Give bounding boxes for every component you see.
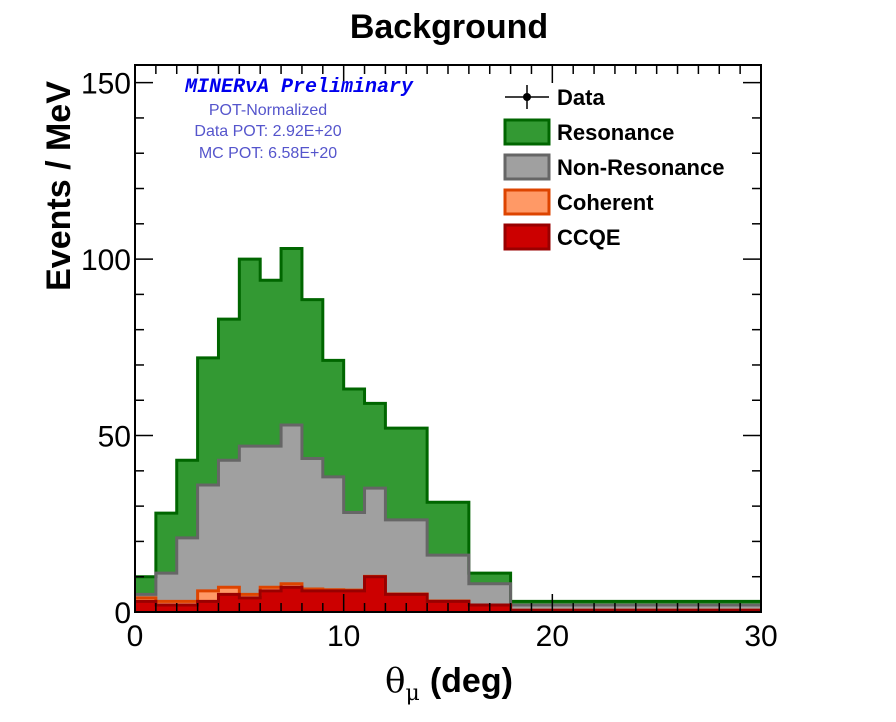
y-axis-title: Events / MeV (40, 81, 78, 291)
legend: Data Resonance Non-Resonance Coherent CCQE (503, 85, 724, 251)
pot-normalized-label: POT-Normalized (209, 102, 327, 119)
legend-label-ccqe: CCQE (557, 225, 621, 250)
x-axis-unit: (deg) (430, 662, 513, 700)
chart-title: Background (350, 8, 548, 46)
series-outline-resonance (135, 247, 761, 603)
y-tick-label: 150 (81, 68, 131, 101)
x-axis-subscript: μ (406, 681, 420, 706)
legend-label-data: Data (557, 85, 605, 110)
data-pot-label: Data POT: 2.92E+20 (194, 123, 341, 140)
x-tick-label: 30 (744, 620, 777, 653)
x-tick-label: 0 (127, 620, 144, 653)
x-tick-label: 20 (536, 620, 569, 653)
y-tick-label: 0 (114, 597, 131, 630)
x-axis-symbol: θ (385, 661, 405, 701)
series-outline-ccqe (135, 575, 761, 612)
legend-swatch-coherent (503, 188, 551, 216)
y-tick-label: 50 (98, 421, 131, 454)
series-area-ccqe (135, 576, 761, 612)
series-area-non-resonance (135, 424, 761, 612)
preliminary-label: MINERνA Preliminary (184, 76, 414, 99)
legend-label-resonance: Resonance (557, 120, 674, 145)
axis-ticks (134, 65, 762, 613)
stacked-histogram (135, 247, 761, 612)
x-axis-title: θμ (deg) (385, 661, 513, 706)
series-outline-non-resonance (135, 423, 761, 607)
x-tick-label: 10 (327, 620, 360, 653)
legend-swatch-resonance (503, 118, 551, 146)
legend-swatch-non-resonance (503, 153, 551, 181)
mc-pot-label: MC POT: 6.58E+20 (199, 145, 337, 162)
legend-swatch-ccqe (503, 223, 551, 251)
legend-data-marker (523, 93, 531, 101)
legend-label-coherent: Coherent (557, 190, 654, 215)
y-tick-label: 100 (81, 244, 131, 277)
axis-tick-labels: 0 10 20 30 0 50 100 150 (81, 68, 778, 653)
legend-label-non-resonance: Non-Resonance (557, 155, 724, 180)
